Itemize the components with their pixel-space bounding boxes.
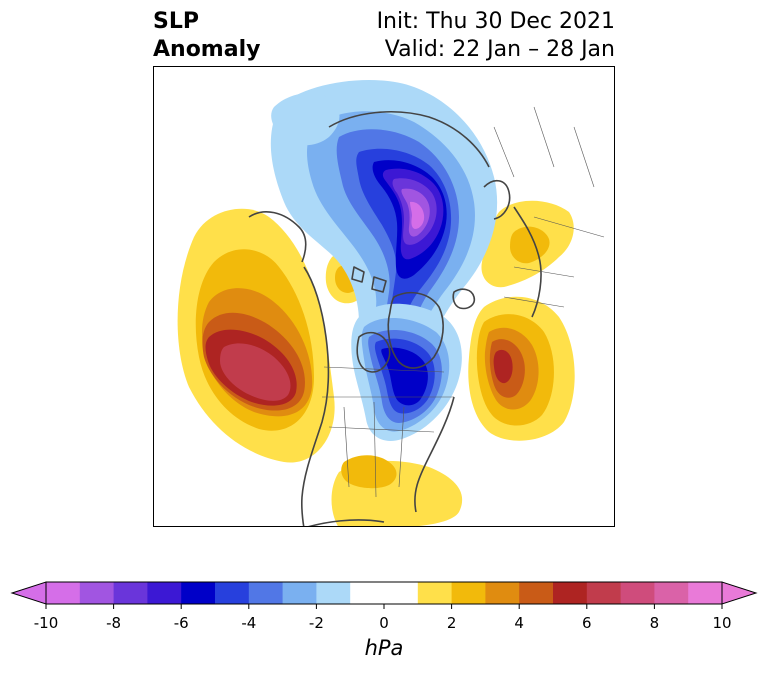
map-canvas [154, 79, 605, 526]
colorbar-bin [215, 582, 250, 604]
colorbar-bin [654, 582, 689, 604]
colorbar-bin [519, 582, 554, 604]
colorbar-graphic [10, 581, 758, 609]
colorbar-bin [485, 582, 520, 604]
political-borders [322, 106, 605, 498]
colorbar-tick-label: -2 [308, 614, 324, 632]
title-field-type: Anomaly [153, 37, 261, 62]
colorbar-units: hPa [364, 636, 404, 660]
init-date-label: Init: Thu 30 Dec 2021 [376, 9, 615, 34]
colorbar-bin [46, 582, 81, 604]
colorbar-tick-label: -6 [173, 614, 189, 632]
colorbar-tick-label: 10 [712, 614, 732, 632]
arctic-island [351, 266, 365, 283]
colorbar-bin [688, 582, 723, 604]
colorbar-tick-label: -4 [241, 614, 257, 632]
colorbar-bin [181, 582, 216, 604]
greenland-coast [387, 291, 444, 369]
southeast-us-high-core [341, 455, 397, 489]
siberia-coast [328, 111, 490, 168]
north-america-east-coast [414, 396, 455, 513]
colorbar-tick-label: 2 [446, 614, 457, 632]
colorbar-tick-label: 4 [514, 614, 524, 632]
colorbar-extend-max [721, 581, 758, 605]
colorbar-bin [417, 582, 453, 604]
arctic-island-2 [371, 276, 387, 293]
colorbar-bin [350, 582, 419, 604]
coastlines [248, 111, 542, 526]
europe-high-core [510, 226, 550, 264]
central-america-coast [308, 519, 385, 526]
colorbar-bin [147, 582, 182, 604]
valid-range-label: Valid: 22 Jan – 28 Jan [384, 37, 615, 62]
atlantic-high-anomaly [468, 296, 575, 441]
colorbar-bin [79, 582, 115, 604]
colorbar-bin [620, 582, 655, 604]
colorbar-bin [316, 582, 351, 604]
colorbar-tick-label: -8 [106, 614, 122, 632]
forecast-info: Init: Thu 30 Dec 2021 Valid: 22 Jan – 28… [377, 8, 615, 64]
iceland-coast [452, 288, 476, 310]
scandinavia-coast [483, 179, 511, 220]
colorbar-bin [553, 582, 588, 604]
colorbar-tick-label: 8 [649, 614, 660, 632]
pacific-low-tongue [271, 92, 340, 146]
colorbar-bin [586, 582, 622, 604]
europe-coast [513, 206, 542, 318]
map-title: SLP Anomaly [153, 8, 260, 64]
pacific-high-anomaly [154, 208, 335, 463]
colorbar-tick-label: 0 [379, 614, 389, 632]
colorbar-bin [451, 582, 486, 604]
colorbar: -10 -8 -6 -4 -2 0 2 4 6 8 10 hPa [0, 570, 768, 670]
alaska-coast [248, 211, 307, 263]
anomaly-map [153, 66, 615, 527]
hudson-bay [356, 331, 391, 373]
colorbar-tick-label: -10 [33, 614, 59, 632]
title-variable: SLP [153, 9, 199, 34]
colorbar-bin [248, 582, 284, 604]
colorbar-bin [282, 582, 317, 604]
colorbar-bin [113, 582, 148, 604]
colorbar-extend-min [10, 581, 47, 605]
greenland-low-anomaly [351, 303, 462, 441]
colorbar-tick-label: 6 [582, 614, 592, 632]
north-america-west-coast [300, 266, 330, 526]
